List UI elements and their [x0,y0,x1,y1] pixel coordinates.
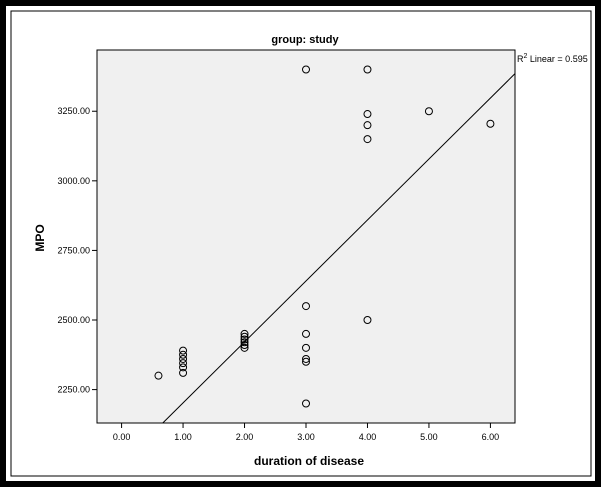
scatter-point [240,332,249,341]
scatter-point [179,359,188,368]
scatter-point [179,368,188,377]
scatter-point [486,119,495,128]
y-tick-label: 3000.00 [57,176,90,186]
y-axis-ticks: 2250.00 2500.00 2750.00 3000.00 3250.00 [57,106,97,395]
x-tick-label: 2.00 [236,432,254,442]
scatter-point [179,354,188,363]
scatter-point [302,329,310,338]
scatter-point [363,110,372,119]
scatter-point [424,107,433,116]
x-tick-label: 1.00 [174,432,192,442]
scatter-point [363,316,372,325]
scatter-point [302,343,310,352]
linear-fit-line [162,73,516,424]
scatter-point [240,343,249,352]
y-axis-label: MPO [33,224,47,251]
scatter-points [154,65,495,408]
y-tick-label: 2750.00 [57,245,90,255]
scatter-point [302,399,310,408]
x-tick-label: 0.00 [113,432,131,442]
scatter-point [240,338,249,347]
inner-border [10,10,592,477]
r-squared-label: R2 Linear = 0.595 [517,53,588,64]
scatter-point [240,335,249,344]
scatter-point [179,346,188,355]
scatter-point [179,363,188,372]
scatter-point [302,357,310,366]
scatter-point [363,65,372,74]
scatter-point [302,65,310,74]
x-tick-label: 5.00 [420,432,438,442]
scatter-point [363,121,372,130]
scatter-point [240,341,249,350]
x-tick-label: 4.00 [359,432,377,442]
plot-area [96,49,516,424]
y-tick-label: 3250.00 [57,106,90,116]
chart-title: group: study [271,34,339,46]
y-tick-label: 2250.00 [57,385,90,395]
x-tick-label: 3.00 [297,432,315,442]
scatter-point [363,135,372,144]
scatter-point [302,302,310,311]
x-tick-label: 6.00 [482,432,500,442]
x-axis-ticks: 0.00 1.00 2.00 3.00 4.00 5.00 6.00 [113,423,499,442]
scatter-point [179,350,188,359]
scatter-point [154,371,163,380]
x-axis-label: duration of disease [254,454,364,468]
y-tick-label: 2500.00 [57,315,90,325]
scatter-point [302,354,310,363]
scatter-point [240,329,249,338]
